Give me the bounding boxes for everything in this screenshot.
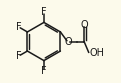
Text: F: F bbox=[16, 51, 21, 61]
Text: F: F bbox=[41, 7, 47, 17]
Text: F: F bbox=[16, 22, 21, 32]
Text: OH: OH bbox=[90, 48, 105, 58]
Text: O: O bbox=[80, 20, 88, 30]
Text: F: F bbox=[41, 66, 47, 76]
Text: O: O bbox=[64, 37, 72, 46]
